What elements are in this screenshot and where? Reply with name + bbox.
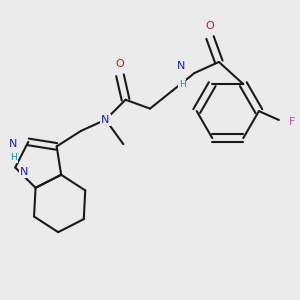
Text: O: O <box>116 59 124 69</box>
Text: N: N <box>101 115 110 125</box>
Text: N: N <box>20 167 28 177</box>
Text: N: N <box>177 61 186 71</box>
Text: O: O <box>206 21 214 32</box>
Text: H: H <box>179 80 186 89</box>
Text: F: F <box>289 117 296 127</box>
Text: N: N <box>9 139 17 149</box>
Text: H: H <box>11 153 17 162</box>
